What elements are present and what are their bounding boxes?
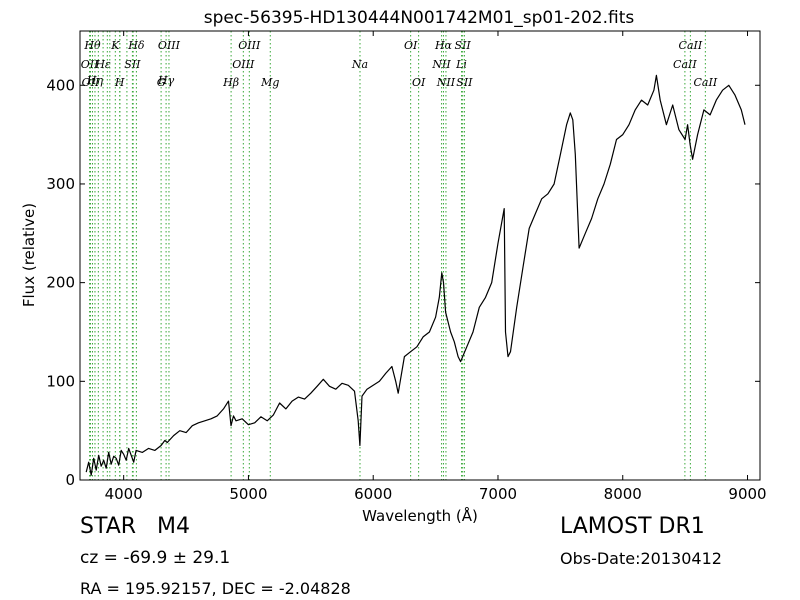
y-tick-label: 200 (46, 274, 75, 292)
y-axis-ticks: 0 100 200 300 400 (46, 76, 760, 489)
object-class-label: STAR (80, 514, 137, 539)
marker-label: Hβ (222, 76, 239, 89)
x-tick-label: 4000 (105, 485, 143, 503)
redshift-label: cz = -69.9 ± 29.1 (80, 548, 231, 568)
marker-label: Mg (260, 76, 279, 89)
y-tick-label: 300 (46, 175, 75, 193)
x-axis-label: Wavelength (Å) (362, 506, 478, 525)
marker-label: Na (351, 58, 368, 71)
marker-label: SII (455, 39, 472, 52)
marker-label: OI (404, 39, 418, 52)
marker-label: Hδ (127, 39, 145, 52)
x-tick-label: 6000 (354, 485, 392, 503)
marker-label: Li (455, 58, 467, 71)
marker-label: CaII (679, 39, 703, 52)
plot-frame (79, 30, 761, 481)
survey-label: LAMOST DR1 (560, 514, 705, 539)
x-tick-label: 8000 (604, 485, 642, 503)
marker-label: G (157, 76, 166, 89)
marker-label: K (110, 39, 120, 52)
marker-label: Hγ (157, 74, 175, 87)
x-axis-ticks: 4000 5000 6000 7000 8000 9000 (105, 31, 767, 503)
marker-label: OIII (238, 39, 261, 52)
y-axis-label: Flux (relative) (20, 203, 38, 307)
marker-label: Hθ (83, 39, 101, 52)
x-tick-label: 9000 (728, 485, 766, 503)
marker-label: Hη (86, 74, 104, 87)
x-tick-label: 5000 (229, 485, 267, 503)
y-tick-label: 100 (46, 372, 75, 390)
marker-label: CaII (694, 76, 718, 89)
marker-label: H (114, 76, 125, 89)
y-tick-label: 400 (46, 76, 75, 94)
spectral-line-markers: OIIOIIHθHηHεKHSIIHδGHγOIIIHβOIIIOIIIMgNa… (81, 31, 718, 480)
chart-title: spec-56395-HD130444N001742M01_sp01-202.f… (204, 8, 635, 28)
marker-label: CaII (673, 58, 697, 71)
marker-label: OIII (158, 39, 181, 52)
coordinates-label: RA = 195.92157, DEC = -2.04828 (80, 579, 351, 598)
marker-label: Hε (94, 58, 111, 71)
marker-label: SII (456, 76, 473, 89)
y-tick-label: 0 (65, 471, 75, 489)
spectrum-line (85, 74, 746, 476)
x-tick-label: 7000 (479, 485, 517, 503)
subclass-label: M4 (157, 514, 190, 539)
obs-date-label: Obs-Date:20130412 (560, 549, 722, 568)
marker-label: Hα (434, 39, 453, 52)
marker-label: NII (436, 76, 456, 89)
marker-label: OI (412, 76, 426, 89)
marker-label: NII (431, 58, 451, 71)
marker-label: OIII (232, 58, 255, 71)
